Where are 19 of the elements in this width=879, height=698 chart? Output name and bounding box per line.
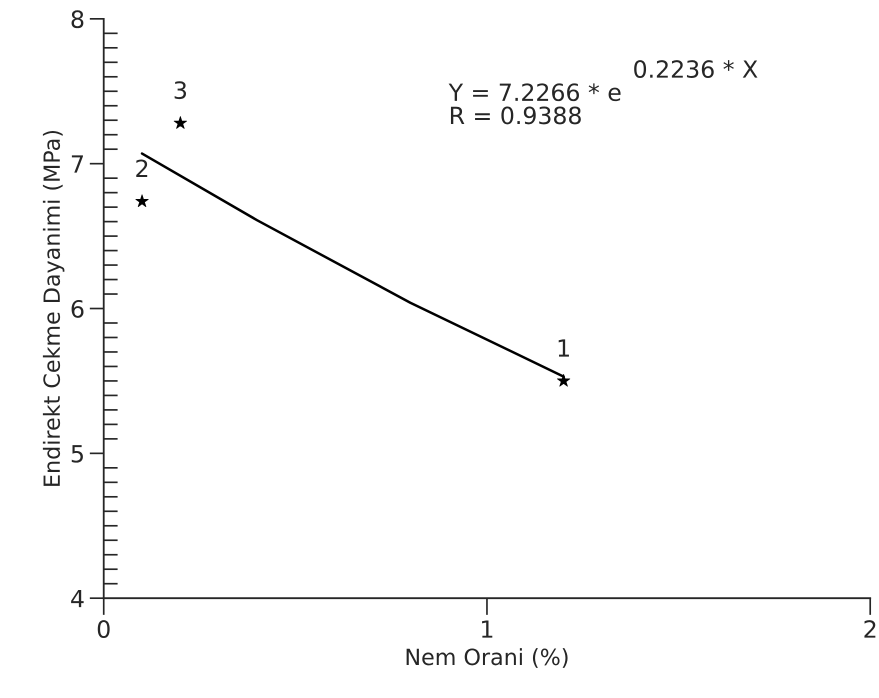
annotation: 2 (136, 159, 148, 177)
y-tick-label: 7 (72, 155, 83, 173)
y-tick-label: 6 (72, 300, 84, 318)
x-tick-label: 0 (98, 620, 110, 638)
annotation: R = 0.9388 (450, 106, 581, 124)
point (174, 116, 187, 129)
y-tick-label: 8 (72, 10, 84, 28)
x-axis-title: Nem Orani (%) (406, 648, 568, 668)
point (557, 374, 570, 387)
y-tick-label: 5 (72, 445, 83, 463)
y-tick-label: 4 (71, 590, 84, 608)
y-axis-title: Endirekt Cekme Dayanimi (MPa) (42, 130, 64, 486)
annotation: Y = 7.2266 * e (448, 83, 621, 102)
annotation: 1 (558, 339, 569, 357)
annotation: 3 (174, 81, 186, 100)
annotation: 0.2236 * X (634, 60, 758, 78)
x-tick-label: 2 (864, 620, 876, 638)
point (135, 194, 149, 208)
x-tick-label: 1 (482, 620, 492, 638)
